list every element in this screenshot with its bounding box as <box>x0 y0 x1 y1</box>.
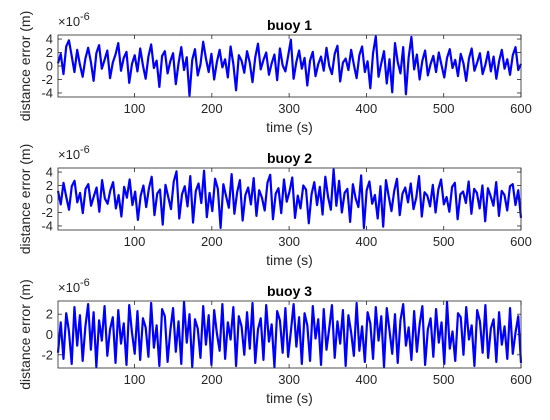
panel1-x-tick-label: 600 <box>510 101 532 116</box>
panel1-y-tick-label: 4 <box>46 32 53 47</box>
panel3-x-axis-label: time (s) <box>266 390 313 406</box>
panel2-y-tick-label: 4 <box>46 165 53 180</box>
panel1-multiplier-exponent: -6 <box>80 11 90 23</box>
panel3-series-line <box>56 300 523 369</box>
panel3-multiplier: ×10 <box>58 280 80 295</box>
panel3-y-axis-label: distance error (m) <box>17 279 33 389</box>
panel2-y-tick-label: 2 <box>46 178 53 193</box>
panel3-x-tick-label: 500 <box>433 372 455 387</box>
panel3-x-tick-label: 300 <box>278 372 300 387</box>
panel1-y-tick-label: 0 <box>46 59 53 74</box>
panel2-x-axis-label: time (s) <box>266 252 313 268</box>
panel2-y-tick-label: 0 <box>46 192 53 207</box>
panel1-multiplier: ×10 <box>58 14 80 29</box>
panel1-y-axis-label: distance error (m) <box>17 11 33 121</box>
panel2-series-line <box>56 168 523 230</box>
panel2-multiplier: ×10 <box>58 147 80 162</box>
panel1-y-tick-label: -2 <box>41 72 53 87</box>
panel1-y-tick-label: -4 <box>41 85 53 100</box>
panel3-y-tick-label: 2 <box>46 307 53 322</box>
panel3-title: buoy 3 <box>267 283 312 299</box>
panel1-x-tick-label: 500 <box>433 101 455 116</box>
panel3-y-tick-label: -2 <box>41 347 53 362</box>
panel3-y-tick-label: 0 <box>46 327 53 342</box>
panel2-y-axis-label: distance error (m) <box>17 144 33 254</box>
panel2-x-tick-label: 300 <box>278 234 300 249</box>
panel3-x-tick-label: 600 <box>510 372 532 387</box>
panel3-x-tick-label: 100 <box>124 372 146 387</box>
panel2-multiplier-exponent: -6 <box>80 144 90 156</box>
panel1-x-tick-label: 400 <box>356 101 378 116</box>
panel1-y-tick-label: 2 <box>46 45 53 60</box>
panel1-x-axis-label: time (s) <box>266 119 313 135</box>
panel1-x-tick-label: 100 <box>124 101 146 116</box>
panel3-x-tick-label: 200 <box>201 372 223 387</box>
panel1-title: buoy 1 <box>267 17 312 33</box>
panel2-y-tick-label: -4 <box>41 218 53 233</box>
panel1-series-line <box>56 35 523 97</box>
panel1-x-tick-label: 300 <box>278 101 300 116</box>
panel3-x-tick-label: 400 <box>356 372 378 387</box>
panel3-multiplier-exponent: -6 <box>80 277 90 289</box>
panel2-x-tick-label: 400 <box>356 234 378 249</box>
panel2-x-tick-label: 200 <box>201 234 223 249</box>
panel2-x-tick-label: 100 <box>124 234 146 249</box>
panel2-y-tick-label: -2 <box>41 205 53 220</box>
panel2-title: buoy 2 <box>267 150 312 166</box>
panel2-x-tick-label: 600 <box>510 234 532 249</box>
panel1-x-tick-label: 200 <box>201 101 223 116</box>
panel2-x-tick-label: 500 <box>433 234 455 249</box>
